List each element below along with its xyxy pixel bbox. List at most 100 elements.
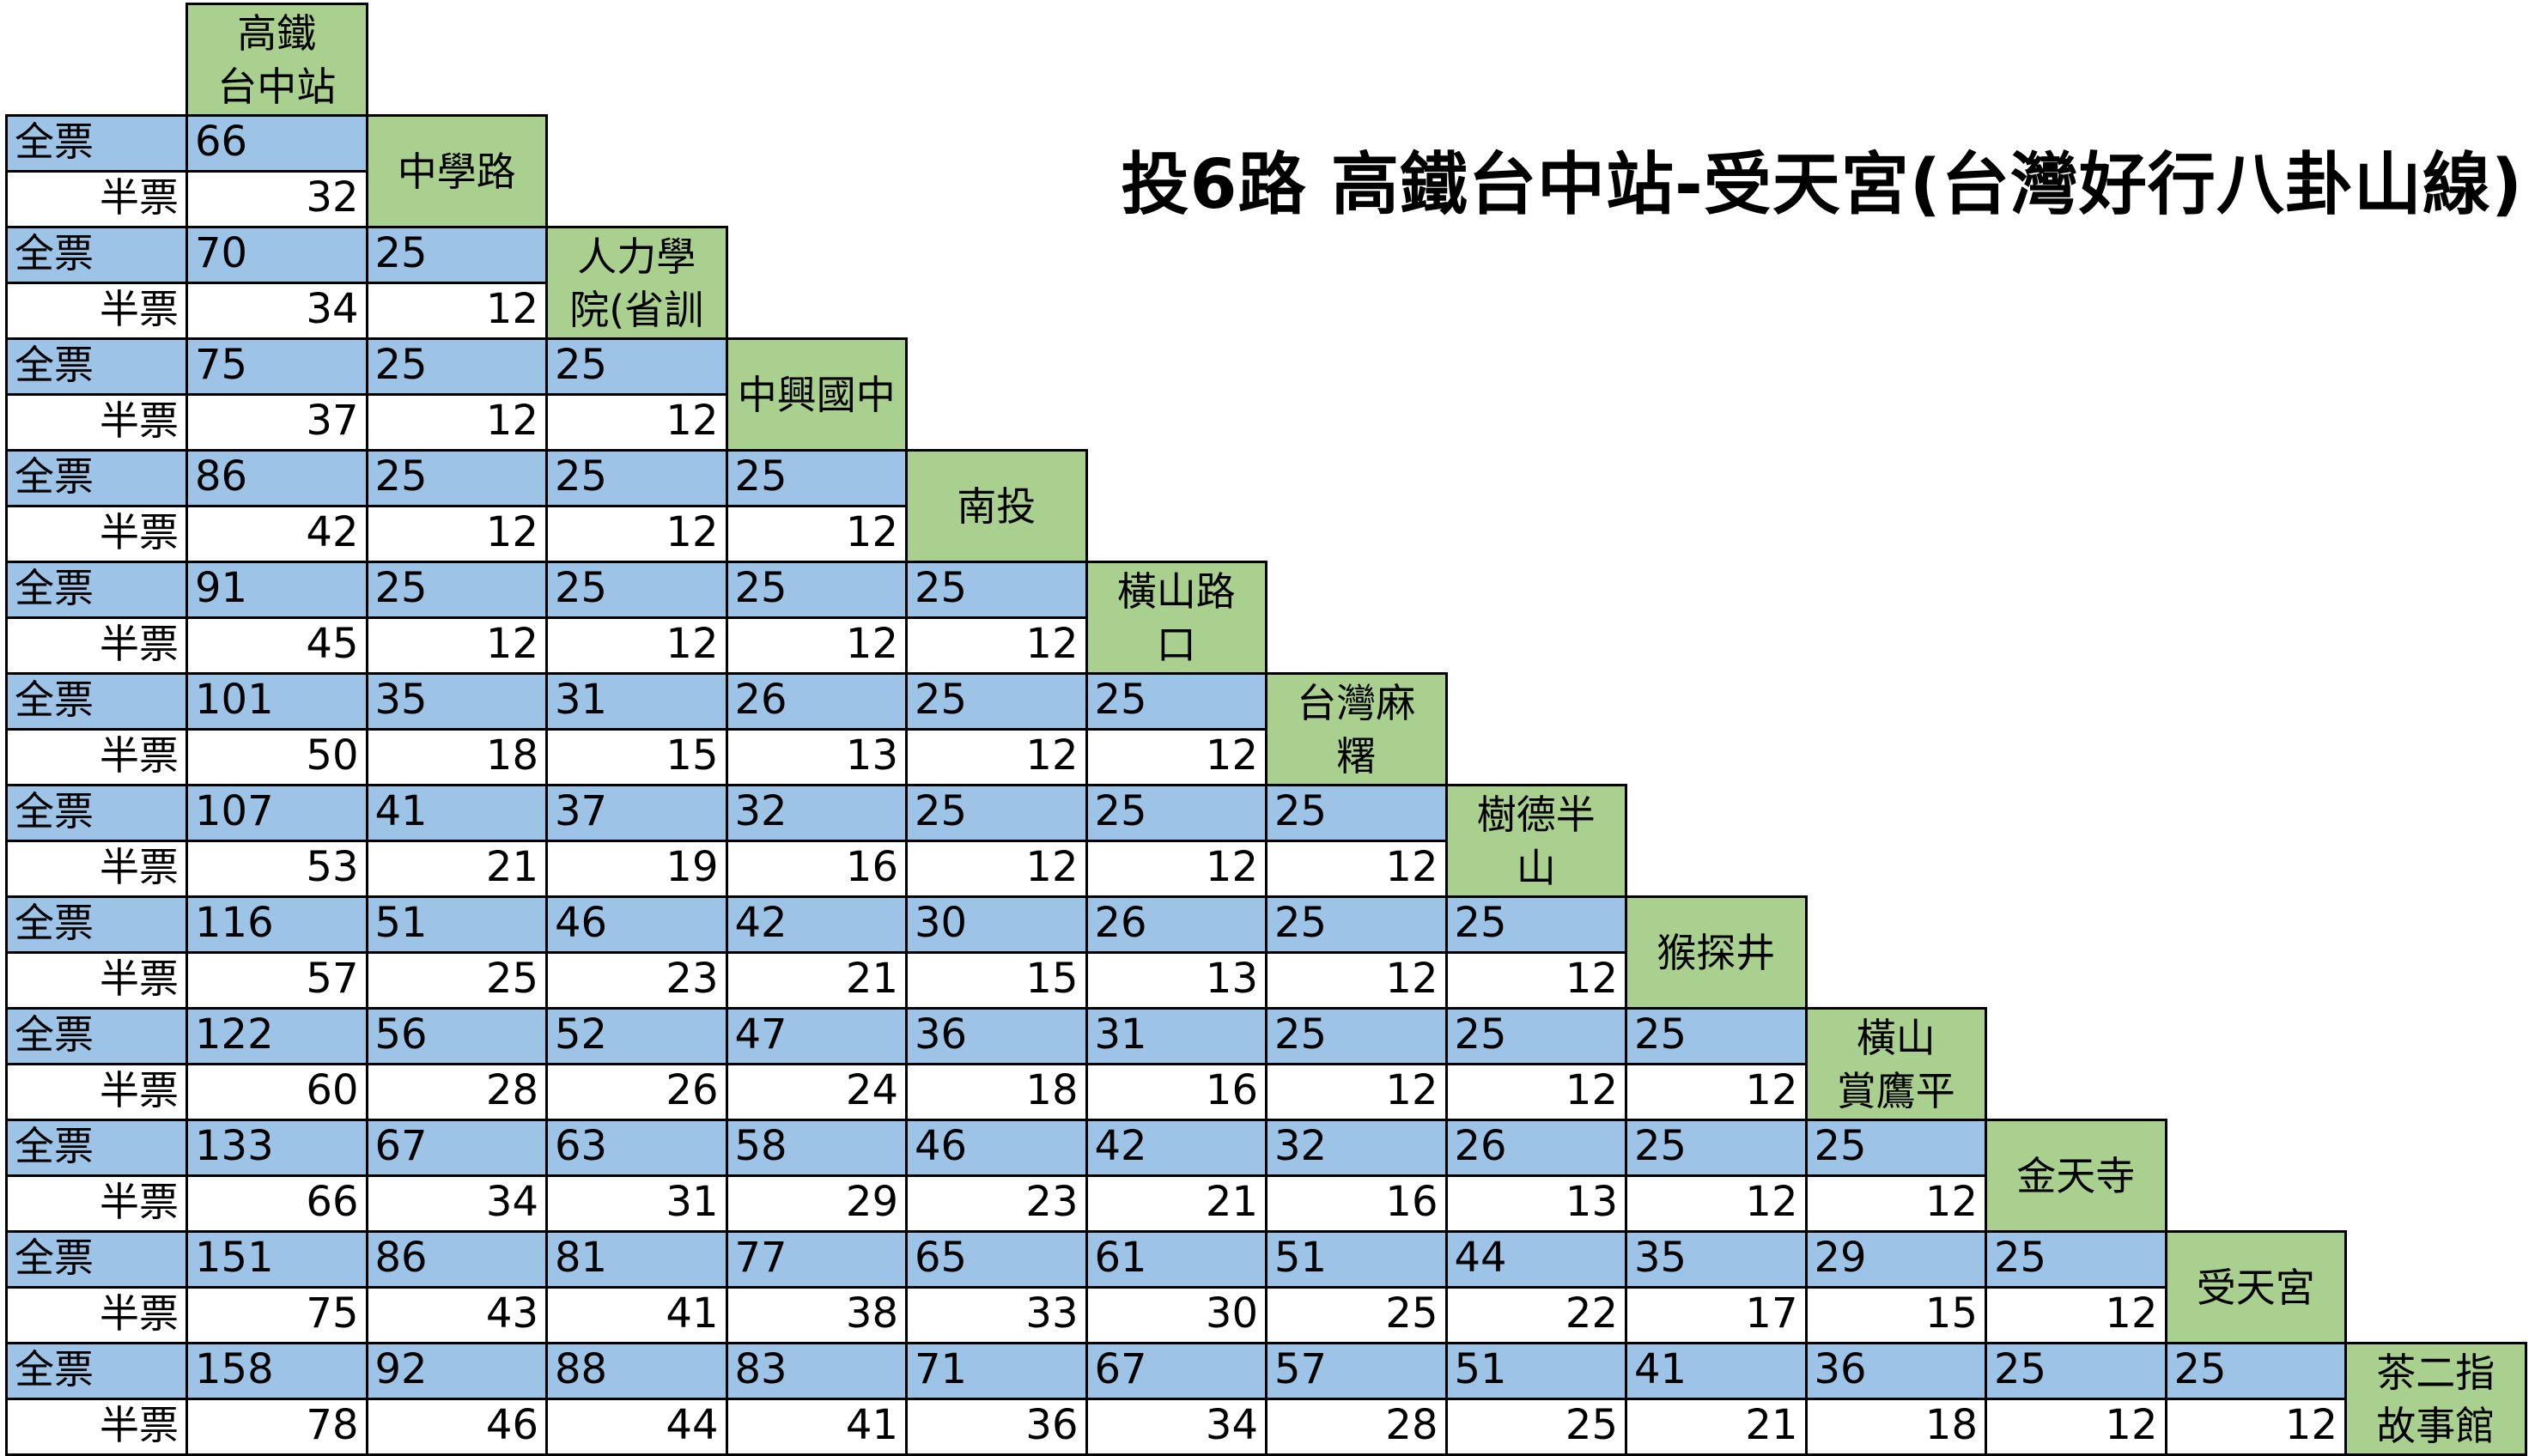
full-fare-cell: 35: [365, 672, 548, 731]
half-fare-cell: 78: [185, 1398, 368, 1456]
full-fare-cell: 88: [545, 1342, 728, 1400]
full-fare-cell: 58: [725, 1119, 908, 1177]
half-fare-cell: 18: [905, 1063, 1088, 1121]
full-fare-cell: 25: [725, 561, 908, 619]
half-fare-cell: 16: [725, 840, 908, 898]
stop-name: 南投: [957, 482, 1036, 530]
full-fare-cell: 25: [1444, 1007, 1627, 1065]
full-fare-cell: 31: [1085, 1007, 1268, 1065]
half-fare-cell: 21: [725, 951, 908, 1010]
full-fare-label: 全票: [5, 1007, 188, 1065]
half-fare-label: 半票: [5, 728, 188, 786]
full-fare-cell: 101: [185, 672, 368, 731]
full-fare-cell: 41: [1625, 1342, 1808, 1400]
half-fare-cell: 43: [365, 1286, 548, 1344]
stop-name: 茶二指 故事館: [2376, 1349, 2495, 1449]
half-fare-cell: 18: [365, 728, 548, 786]
half-fare-cell: 31: [545, 1174, 728, 1233]
full-fare-cell: 25: [905, 672, 1088, 731]
full-fare-cell: 25: [365, 561, 548, 619]
stop-cell: 樹德半 山: [1444, 784, 1627, 898]
stop-name: 中興國中: [737, 371, 896, 418]
full-fare-cell: 42: [1085, 1119, 1268, 1177]
stop-name: 金天寺: [2016, 1152, 2136, 1199]
full-fare-cell: 26: [1085, 895, 1268, 954]
half-fare-cell: 29: [725, 1174, 908, 1233]
half-fare-cell: 13: [1085, 951, 1268, 1010]
full-fare-cell: 71: [905, 1342, 1088, 1400]
full-fare-cell: 25: [365, 449, 548, 507]
half-fare-cell: 21: [1085, 1174, 1268, 1233]
full-fare-cell: 26: [1444, 1119, 1627, 1177]
half-fare-cell: 12: [1985, 1398, 2167, 1456]
stop-name: 中學路: [397, 148, 516, 195]
half-fare-cell: 28: [1265, 1398, 1448, 1456]
full-fare-cell: 66: [185, 114, 368, 173]
half-fare-cell: 66: [185, 1174, 368, 1233]
full-fare-cell: 32: [725, 784, 908, 842]
half-fare-cell: 38: [725, 1286, 908, 1344]
full-fare-cell: 116: [185, 895, 368, 954]
half-fare-cell: 46: [365, 1398, 548, 1456]
half-fare-cell: 21: [1625, 1398, 1808, 1456]
half-fare-cell: 12: [905, 616, 1088, 675]
full-fare-cell: 91: [185, 561, 368, 619]
half-fare-cell: 36: [905, 1398, 1088, 1456]
stop-cell: 中興國中: [725, 337, 908, 452]
full-fare-cell: 83: [725, 1342, 908, 1400]
half-fare-cell: 32: [185, 170, 368, 228]
full-fare-label: 全票: [5, 895, 188, 954]
full-fare-cell: 52: [545, 1007, 728, 1065]
half-fare-cell: 13: [725, 728, 908, 786]
full-fare-cell: 56: [365, 1007, 548, 1065]
half-fare-cell: 12: [1265, 1063, 1448, 1121]
half-fare-cell: 23: [545, 951, 728, 1010]
half-fare-cell: 60: [185, 1063, 368, 1121]
half-fare-cell: 12: [365, 393, 548, 452]
full-fare-label: 全票: [5, 1230, 188, 1289]
full-fare-cell: 25: [365, 226, 548, 284]
full-fare-cell: 35: [1625, 1230, 1808, 1289]
half-fare-cell: 34: [185, 282, 368, 340]
half-fare-cell: 12: [1985, 1286, 2167, 1344]
full-fare-label: 全票: [5, 561, 188, 619]
half-fare-label: 半票: [5, 1286, 188, 1344]
half-fare-cell: 12: [1804, 1174, 1987, 1233]
half-fare-cell: 33: [905, 1286, 1088, 1344]
half-fare-cell: 41: [545, 1286, 728, 1344]
stop-name: 猴探井: [1657, 929, 1776, 976]
half-fare-cell: 12: [905, 840, 1088, 898]
stop-name: 高鐵 台中站: [217, 9, 337, 110]
full-fare-cell: 51: [1444, 1342, 1627, 1400]
half-fare-label: 半票: [5, 505, 188, 563]
half-fare-cell: 12: [1265, 951, 1448, 1010]
stop-cell: 猴探井: [1625, 895, 1808, 1010]
stop-name: 橫山路 口: [1116, 567, 1236, 668]
full-fare-label: 全票: [5, 337, 188, 396]
full-fare-cell: 57: [1265, 1342, 1448, 1400]
full-fare-cell: 25: [1804, 1119, 1987, 1177]
full-fare-cell: 25: [2164, 1342, 2347, 1400]
full-fare-cell: 67: [365, 1119, 548, 1177]
half-fare-cell: 15: [1804, 1286, 1987, 1344]
full-fare-cell: 51: [365, 895, 548, 954]
half-fare-cell: 16: [1085, 1063, 1268, 1121]
stop-cell: 南投: [905, 449, 1088, 563]
half-fare-cell: 75: [185, 1286, 368, 1344]
stop-name: 受天宮: [2196, 1264, 2315, 1311]
half-fare-label: 半票: [5, 951, 188, 1010]
stop-cell: 受天宮: [2164, 1230, 2347, 1344]
stop-name: 台灣麻 糬: [1297, 679, 1416, 780]
half-fare-cell: 18: [1804, 1398, 1987, 1456]
half-fare-cell: 19: [545, 840, 728, 898]
full-fare-cell: 25: [905, 784, 1088, 842]
full-fare-cell: 151: [185, 1230, 368, 1289]
full-fare-cell: 107: [185, 784, 368, 842]
half-fare-cell: 17: [1625, 1286, 1808, 1344]
full-fare-cell: 25: [1085, 672, 1268, 731]
full-fare-cell: 25: [545, 337, 728, 396]
full-fare-cell: 25: [1265, 784, 1448, 842]
half-fare-cell: 12: [2164, 1398, 2347, 1456]
half-fare-cell: 44: [545, 1398, 728, 1456]
full-fare-label: 全票: [5, 449, 188, 507]
